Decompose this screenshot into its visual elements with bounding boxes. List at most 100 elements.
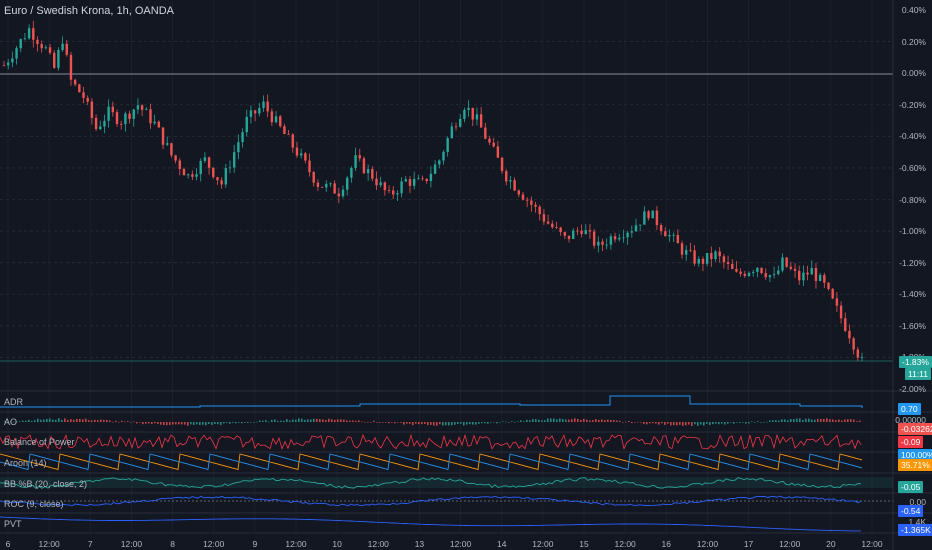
ao-bar [46,418,48,422]
last-value-tag: -1.83% [899,356,932,368]
ao-bar [772,420,774,422]
candle-body [136,105,140,110]
candle-body [245,116,248,133]
candle-body [500,157,504,172]
candle-body [622,237,625,239]
candle-body [676,234,680,244]
ao-bar [496,422,498,424]
candle-body [383,182,387,191]
candle-body [827,282,830,289]
candle-body [145,109,148,111]
candle-body [186,174,190,176]
ao-bar [433,422,435,426]
candle-body [760,267,763,274]
ao-bar [70,419,72,422]
ao-bar [322,419,324,422]
candlestick-series [2,20,864,362]
candle-body [785,257,788,267]
candle-body [19,39,22,49]
candle-body [304,153,307,161]
ao-bar [412,422,414,426]
indicator-panes [0,390,932,532]
ao-bar [133,421,135,423]
ao-bar [799,418,801,422]
ao-bar [712,422,714,425]
candle-body [618,237,621,240]
ao-bar [382,422,384,423]
candle-body [609,236,613,245]
ao-bar [535,419,537,422]
time-axis-tick: 15 [579,539,589,549]
candle-body [341,189,345,197]
candle-body [475,114,479,120]
candle-body [551,223,554,228]
ao-bar [565,419,567,422]
ao-bar [574,418,576,422]
candle-body [32,28,35,40]
candle-body [140,105,144,110]
indicator-label-roc[interactable]: ROC (9, close) [4,499,64,509]
ao-bar [541,420,543,422]
ao-bar [472,422,474,425]
ao-bar [169,422,171,426]
ao-bar [757,421,759,422]
ao-bar [835,420,837,422]
ao-bar [571,419,573,422]
ao-bar [31,420,33,422]
indicator-label-bop[interactable]: Balance of Power [4,437,75,447]
candle-body [392,190,395,195]
candle-body [408,179,412,186]
candle-body [237,142,240,153]
ao-bar [592,420,594,422]
candle-body [505,171,508,182]
candle-body [438,160,441,165]
ao-bar [445,422,447,426]
ao-bar [94,419,96,422]
candle-body [818,274,822,281]
price-axis-tick: -2.00% [899,384,926,394]
ao-bar [796,418,798,422]
indicator-label-ao[interactable]: AO [4,417,18,427]
indicator-label-bb[interactable]: BB %B (20, close, 2) [4,479,88,489]
ao-bar [751,421,753,422]
ao-bar [187,422,189,426]
candle-body [835,298,839,306]
ao-bar [349,420,351,422]
time-axis-tick: 16 [661,539,672,549]
indicator-label-aroon[interactable]: Aroon (14) [4,458,47,468]
candle-body [572,230,575,239]
candle-body [132,109,135,119]
indicator-label-adr[interactable]: ADR [4,397,24,407]
ao-bar [739,422,741,423]
ao-bar [691,422,693,426]
ao-bar [61,419,63,422]
ao-bar [205,422,207,426]
ao-bar [820,418,822,422]
candle-body [199,160,202,175]
ao-bar [502,421,504,422]
candle-body [559,227,562,233]
candle-body [350,168,353,178]
ao-bar [640,422,642,423]
ao-bar [64,418,66,422]
ao-bar [745,422,747,424]
ao-bar [595,419,597,422]
ao-bar [655,422,657,424]
ao-bar [406,422,408,424]
symbol-title[interactable]: Euro / Swedish Krona, 1h, OANDA [4,5,174,17]
candle-body [379,182,382,186]
candle-body [207,157,211,168]
candle-body [333,183,336,194]
ao-bar [451,422,453,426]
ao-bar [550,418,552,422]
ao-bar [454,422,456,425]
ao-bar [121,420,123,422]
ao-bar [184,422,186,425]
ao-bar [634,422,636,423]
ao-bar [553,418,555,422]
candle-body [563,232,567,236]
ao-bar [775,420,777,422]
indicator-label-pvt[interactable]: PVT [4,519,22,529]
time-axis-tick: 10 [332,539,342,549]
